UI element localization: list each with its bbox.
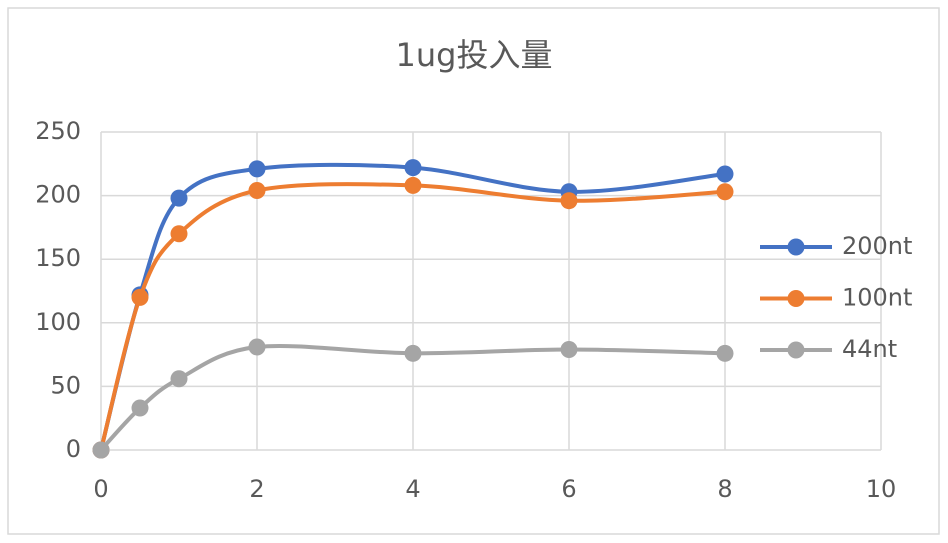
data-point [560,341,578,359]
x-tick-label: 6 [561,475,576,503]
data-point [170,189,188,207]
y-tick-label: 100 [35,308,81,336]
data-point [131,399,149,417]
data-point [716,183,734,201]
data-point [404,344,422,362]
data-point [716,344,734,362]
x-tick-label: 0 [93,475,108,503]
data-point [131,288,149,306]
legend-marker [787,290,805,307]
data-point [560,192,578,210]
legend-marker [787,238,805,256]
legend-marker [787,341,805,359]
legend-label: 200nt [842,232,912,260]
legend-label: 100nt [842,284,912,312]
data-point [716,165,734,183]
data-point [248,182,266,200]
data-point [170,225,188,243]
data-point [170,370,188,388]
y-tick-label: 50 [50,371,81,399]
x-tick-label: 2 [249,475,264,503]
x-tick-label: 8 [717,475,732,503]
series-line [99,343,726,452]
y-tick-label: 200 [35,181,81,209]
chart-frame [7,7,940,535]
data-point [248,338,266,356]
y-tick-label: 250 [35,117,81,145]
data-point [404,159,422,177]
y-tick-label: 150 [35,244,81,272]
legend-label: 44nt [842,335,897,363]
data-point [92,441,110,459]
x-tick-label: 10 [866,475,897,503]
x-tick-label: 4 [405,475,420,503]
data-point [248,160,266,178]
data-point [404,176,422,194]
chart-title: 1ug投入量 [396,36,553,74]
y-tick-label: 0 [66,435,81,463]
